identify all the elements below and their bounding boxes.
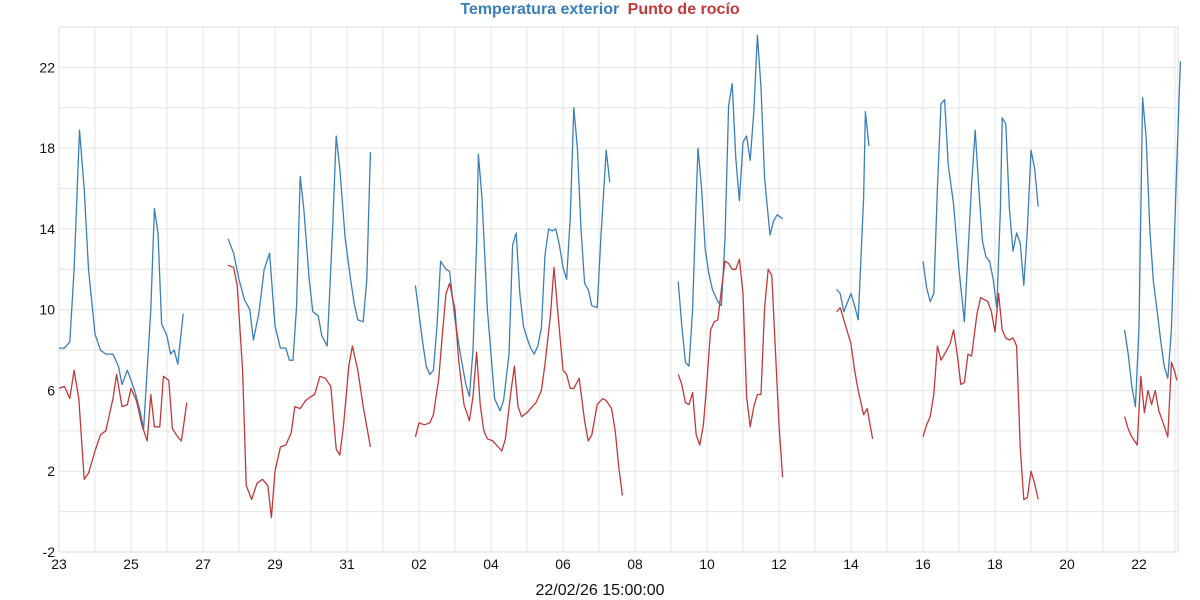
chart-legend: Temperatura exterior Punto de rocío [0,0,1200,20]
series-line-punto-de-rocio-segment-3[interactable] [677,258,784,478]
series-line-punto-de-rocio-segment-6[interactable] [1123,361,1178,446]
series-line-temperatura-exterior-segment-1[interactable] [227,135,372,361]
chart-footer-timestamp: 22/02/26 15:00:00 [535,582,665,599]
x-tick-label: 18 [987,556,1003,572]
legend-entry-temperatura-exterior[interactable]: Temperatura exterior [460,1,620,18]
y-tick-label: 6 [47,382,55,398]
x-tick-label: 27 [195,556,211,572]
x-tick-label: 25 [123,556,139,572]
y-tick-label: 14 [39,221,55,237]
y-tick-label: 2 [47,463,55,479]
series-line-temperatura-exterior-segment-3[interactable] [677,34,783,367]
series-line-punto-de-rocio-segment-4[interactable] [836,307,874,440]
series-line-temperatura-exterior-segment-5[interactable] [922,99,1039,323]
x-axis-ticks: 23 25 27 29 31 02 04 06 08 10 12 14 16 18 20 22 [51,556,1147,572]
y-axis-ticks: -2 2 6 10 14 18 22 [39,59,55,560]
series-line-temperatura-exterior-segment-6[interactable] [1123,61,1182,408]
x-tick-label: 14 [843,556,859,572]
chart-lines [58,34,1182,519]
chart-grid [58,26,1179,553]
series-line-temperatura-exterior-segment-4[interactable] [836,111,870,321]
x-tick-label: 02 [411,556,427,572]
y-tick-label: 22 [39,59,55,75]
series-line-temperatura-exterior-segment-2[interactable] [414,107,611,412]
y-tick-label: 18 [39,140,55,156]
series-line-temperatura-exterior-segment-0[interactable] [59,129,184,430]
y-tick-label: 10 [39,302,55,318]
x-tick-label: 23 [51,556,67,572]
series-line-punto-de-rocio-segment-5[interactable] [922,292,1039,501]
series-line-punto-de-rocio-segment-0[interactable] [58,369,188,480]
x-tick-label: 20 [1059,556,1075,572]
x-tick-label: 16 [915,556,931,572]
x-tick-label: 22 [1131,556,1147,572]
x-tick-label: 06 [555,556,571,572]
legend-entry-punto-de-rocio[interactable]: Punto de rocío [627,1,740,18]
x-tick-label: 31 [339,556,355,572]
x-tick-label: 04 [483,556,499,572]
x-tick-label: 08 [627,556,643,572]
series-line-punto-de-rocio-segment-1[interactable] [227,264,372,519]
series-line-punto-de-rocio-segment-2[interactable] [414,266,624,496]
x-tick-label: 12 [771,556,787,572]
x-tick-label: 29 [267,556,283,572]
x-tick-label: 10 [699,556,715,572]
y-tick-label: -2 [43,544,56,560]
